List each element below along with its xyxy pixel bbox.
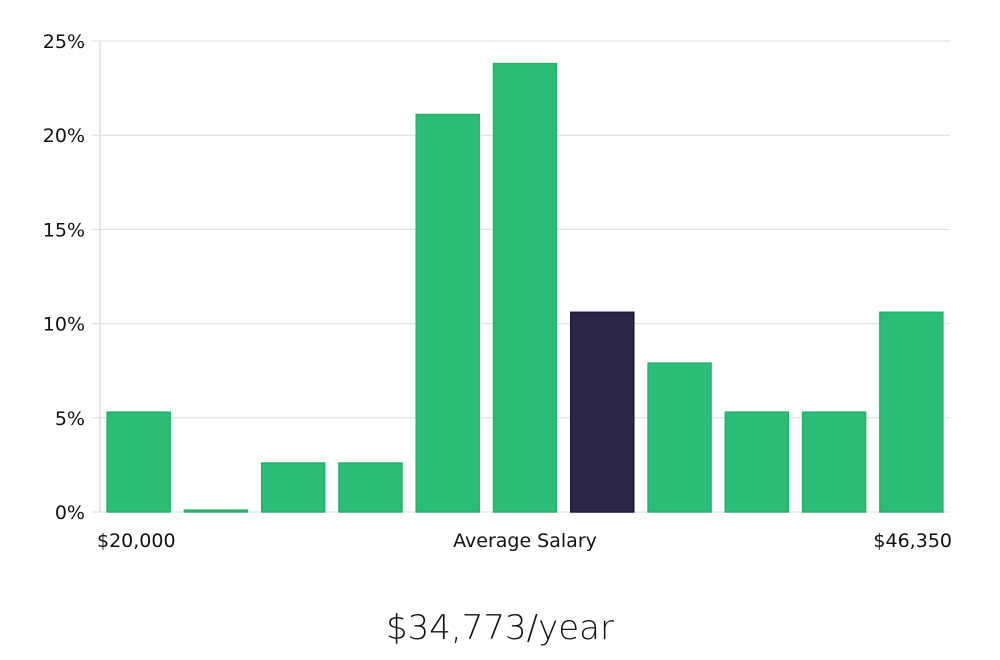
y-tick-label: 10% (43, 314, 85, 336)
bar-average-salary (570, 311, 635, 513)
bar (492, 62, 558, 513)
y-tick-label: 20% (43, 125, 85, 147)
y-tick-label: 5% (55, 408, 85, 430)
bar (647, 362, 712, 513)
bar-layer (106, 62, 944, 513)
y-tick-label: 0% (55, 502, 85, 524)
y-tick-label: 15% (43, 219, 85, 241)
x-label-average: Average Salary (453, 530, 597, 552)
bar (724, 411, 790, 513)
bar (338, 462, 403, 513)
x-label-min: $20,000 (97, 530, 176, 552)
bar (801, 411, 867, 513)
bar (106, 411, 171, 513)
bar (260, 462, 326, 513)
y-axis-ticks: 0% 5% 10% 15% 20% 25% (43, 31, 85, 524)
bar (415, 113, 480, 513)
y-tick-label: 25% (43, 31, 85, 53)
x-axis-labels: $20,000 Average Salary $46,350 (97, 530, 952, 552)
bar (183, 509, 249, 513)
average-salary-value: $34,773/year (386, 608, 614, 648)
x-label-max: $46,350 (873, 530, 952, 552)
bar (879, 311, 944, 513)
